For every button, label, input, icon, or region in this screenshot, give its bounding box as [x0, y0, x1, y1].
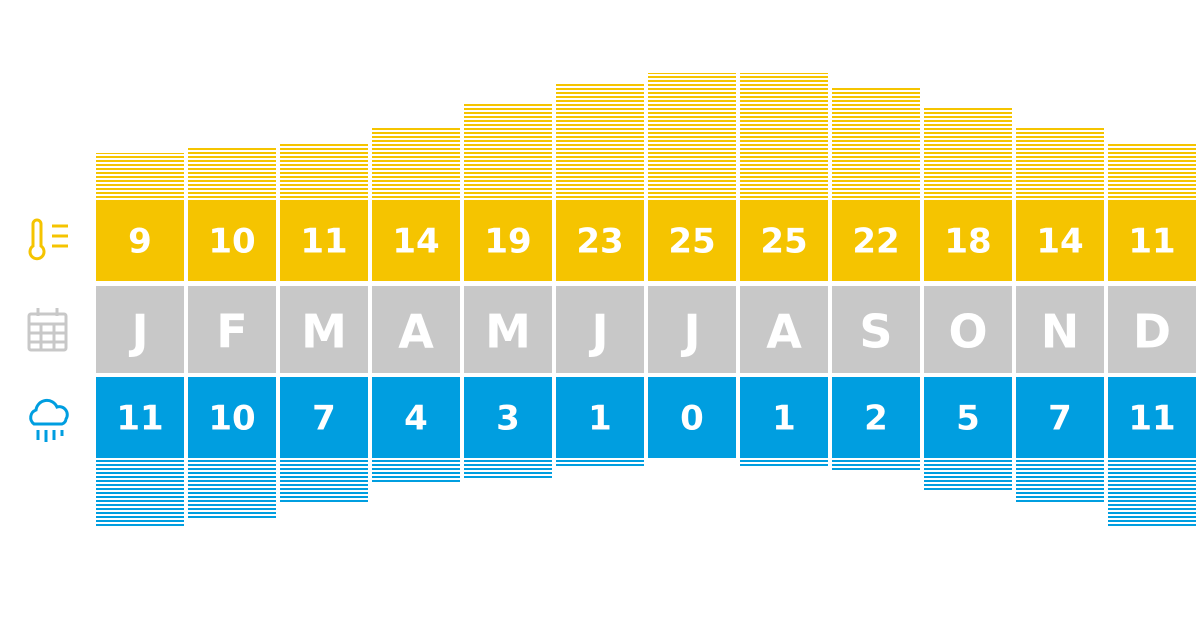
rain-label: 0: [680, 399, 704, 439]
rain-label: 1: [772, 399, 796, 439]
temperature-bar: [96, 153, 184, 198]
temperature-bar: [1108, 143, 1196, 198]
rain-box: [464, 377, 552, 458]
temperature-bar: [280, 143, 368, 198]
calendar-icon: [27, 308, 68, 352]
month-box: [832, 286, 920, 373]
month-box: [1016, 286, 1104, 373]
temperature-box: [1016, 200, 1104, 281]
month-label: D: [1133, 305, 1171, 359]
temperature-box: [372, 200, 460, 281]
temperature-label: 10: [208, 222, 255, 262]
month-label: A: [766, 305, 802, 359]
month-box: [188, 286, 276, 373]
rain-box: [648, 377, 736, 458]
rain-box: [832, 377, 920, 458]
temperature-box: [188, 200, 276, 281]
month-box: [556, 286, 644, 373]
rain-icon: [29, 398, 69, 442]
month-box: [372, 286, 460, 373]
temperature-label: 9: [128, 222, 152, 262]
temperature-box: [648, 200, 736, 281]
month-box: [648, 286, 736, 373]
month-label: A: [398, 305, 434, 359]
temperature-label: 11: [1128, 222, 1175, 262]
temperature-bar: [924, 108, 1012, 198]
rain-label: 4: [404, 399, 428, 439]
temperature-bar: [556, 83, 644, 198]
thermometer-icon: [28, 218, 68, 261]
rain-label: 11: [1128, 399, 1175, 439]
rain-bar: [96, 460, 184, 526]
temperature-label: 14: [1036, 222, 1083, 262]
rain-label: 10: [208, 399, 255, 439]
temperature-box: [832, 200, 920, 281]
temperature-label: 23: [576, 222, 623, 262]
rain-box: [1016, 377, 1104, 458]
rain-label: 7: [312, 399, 336, 439]
rain-label: 7: [1048, 399, 1072, 439]
temperature-label: 25: [668, 222, 715, 262]
temperature-label: 18: [944, 222, 991, 262]
temperature-box: [740, 200, 828, 281]
rain-bar: [1108, 460, 1196, 526]
temperature-box: [924, 200, 1012, 281]
rain-bar: [924, 460, 1012, 490]
rain-box: [280, 377, 368, 458]
temperature-box: [1108, 200, 1196, 281]
temperature-label: 11: [300, 222, 347, 262]
month-box: [1108, 286, 1196, 373]
rain-label: 5: [956, 399, 980, 439]
temperature-box: [280, 200, 368, 281]
rain-bar: [556, 460, 644, 466]
rain-label: 2: [864, 399, 888, 439]
temperature-box: [556, 200, 644, 281]
temperature-bar: [1016, 128, 1104, 198]
temperature-label: 14: [392, 222, 439, 262]
month-label: J: [128, 305, 148, 359]
rain-box: [372, 377, 460, 458]
rain-bar: [188, 460, 276, 520]
rain-bar: [740, 460, 828, 466]
rain-bar: [280, 460, 368, 502]
month-box: [464, 286, 552, 373]
month-box: [280, 286, 368, 373]
rain-box: [96, 377, 184, 458]
month-label: N: [1041, 305, 1080, 359]
temperature-box: [96, 200, 184, 281]
month-label: J: [588, 305, 608, 359]
temperature-bar: [464, 103, 552, 198]
month-box: [924, 286, 1012, 373]
temperature-label: 19: [484, 222, 531, 262]
rain-box: [740, 377, 828, 458]
rain-bar: [1016, 460, 1104, 502]
temperature-label: 25: [760, 222, 807, 262]
rain-box: [188, 377, 276, 458]
month-label: M: [485, 305, 531, 359]
month-label: F: [216, 305, 247, 359]
month-label: O: [948, 305, 987, 359]
rain-box: [924, 377, 1012, 458]
temperature-label: 22: [852, 222, 899, 262]
temperature-bar: [832, 88, 920, 198]
rain-bar: [832, 460, 920, 472]
month-box: [96, 286, 184, 373]
month-label: M: [301, 305, 347, 359]
rain-box: [1108, 377, 1196, 458]
temperature-bar: [740, 73, 828, 198]
month-label: S: [859, 305, 892, 359]
rain-bar: [464, 460, 552, 478]
rain-label: 3: [496, 399, 520, 439]
temperature-bar: [372, 128, 460, 198]
temperature-bar: [188, 148, 276, 198]
temperature-bar: [648, 73, 736, 198]
month-box: [740, 286, 828, 373]
rain-label: 1: [588, 399, 612, 439]
rain-bar: [372, 460, 460, 484]
rain-label: 11: [116, 399, 163, 439]
month-label: J: [680, 305, 700, 359]
temperature-box: [464, 200, 552, 281]
rain-box: [556, 377, 644, 458]
